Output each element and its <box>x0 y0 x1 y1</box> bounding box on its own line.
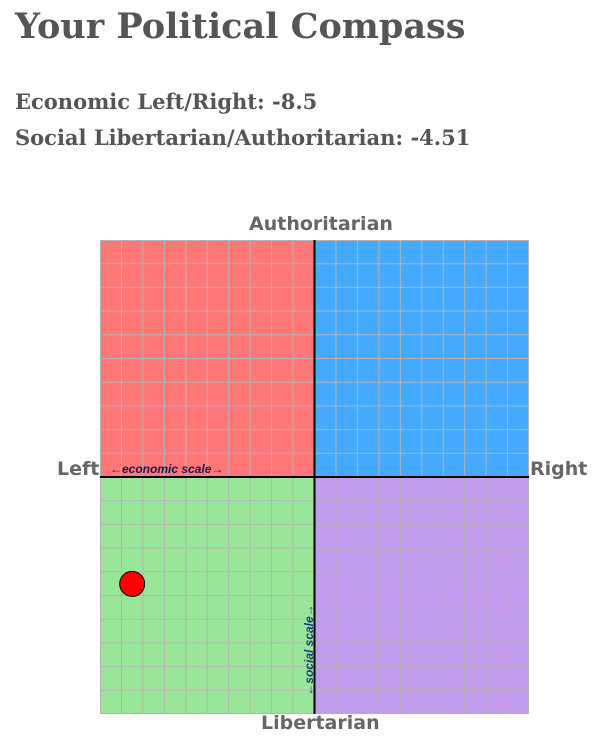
axis-label-libertarian: Libertarian <box>261 712 380 734</box>
axis-label-right: Right <box>530 458 588 480</box>
social-scale-label: ←social scale→ <box>302 604 316 696</box>
position-marker <box>119 570 146 597</box>
economic-score: Economic Left/Right: -8.5 <box>15 89 318 114</box>
political-compass-chart <box>100 240 529 714</box>
social-score: Social Libertarian/Authoritarian: -4.51 <box>15 125 471 150</box>
page-title: Your Political Compass <box>15 6 466 47</box>
axis-label-authoritarian: Authoritarian <box>249 213 393 235</box>
economic-scale-label: ←economic scale→ <box>110 462 224 476</box>
axis-label-left: Left <box>57 458 100 480</box>
